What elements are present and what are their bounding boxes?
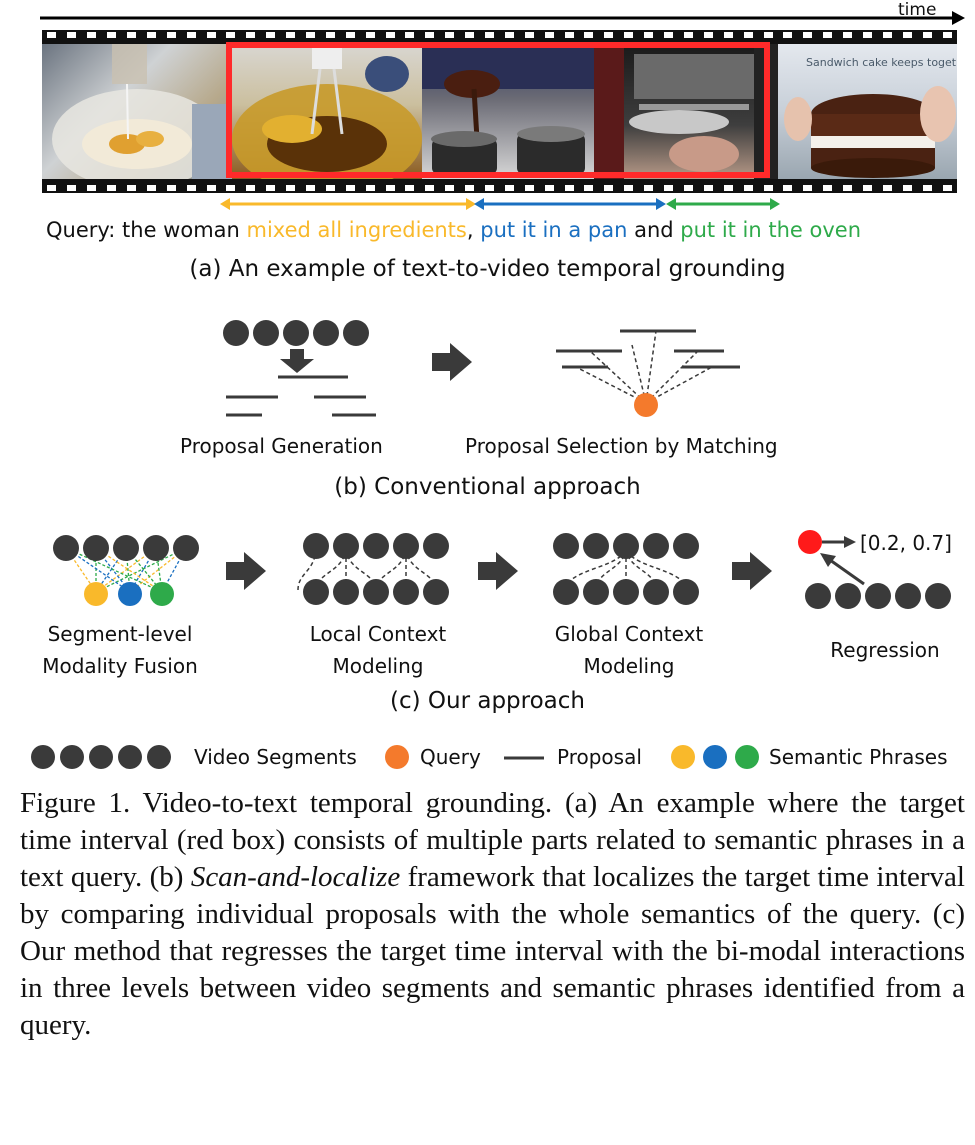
right-arrow-icon — [432, 343, 472, 381]
stage3-top-segments — [553, 533, 699, 559]
legend-segments-icon — [31, 745, 171, 769]
phrase-arrow-green — [666, 198, 780, 210]
label-regression: Regression — [830, 638, 940, 662]
phrase-arrow-yellow — [220, 198, 476, 210]
stage1-segments — [53, 535, 199, 561]
sprocket-row-bottom — [42, 183, 957, 193]
regression-dot — [798, 530, 822, 554]
label-proposal-selection: Proposal Selection by Matching — [465, 434, 778, 458]
frame-overlay-text: Sandwich cake keeps together — [806, 56, 957, 69]
label-stage-3-line2: Modeling — [583, 654, 675, 678]
our-approach-diagram — [53, 530, 951, 609]
stage2-top-segments — [303, 533, 449, 559]
query-sentence: Query: the woman mixed all ingredients, … — [46, 218, 861, 242]
legend-query-icon — [385, 745, 409, 769]
query-dot — [634, 393, 658, 417]
legend-proposal-icon — [504, 756, 544, 760]
regression-up-arrow — [820, 553, 865, 586]
label-stage-1-line2: Modality Fusion — [42, 654, 198, 678]
phrase-2: put it in a pan — [480, 218, 628, 242]
legend: Video Segments Query Proposal Semantic P… — [28, 740, 973, 774]
phrase-1: mixed all ingredients — [246, 218, 467, 242]
phrase-dot-blue — [118, 582, 142, 606]
target-interval-red-box — [226, 42, 770, 178]
frame-3-image — [422, 44, 594, 174]
frame-4-image — [594, 44, 778, 179]
label-stage-1-line1: Segment-level — [47, 622, 193, 646]
legend-video-segments: Video Segments — [194, 745, 357, 769]
caption-c: (c) Our approach — [390, 688, 585, 714]
caption-b: (b) Conventional approach — [334, 474, 641, 500]
regression-output-arrow — [822, 536, 856, 548]
phrase-arrow-blue — [474, 198, 666, 210]
legend-query: Query — [420, 745, 481, 769]
label-stage-3-line1: Global Context — [554, 622, 704, 646]
down-arrow-icon — [280, 349, 314, 373]
figure-caption: Figure 1. Video-to-text temporal groundi… — [20, 785, 965, 1044]
time-arrow — [40, 11, 965, 25]
query-sep-1: , — [466, 218, 481, 242]
regression-output: [0.2, 0.7] — [860, 531, 952, 555]
frame-5-image: Sandwich cake keeps together — [784, 56, 957, 178]
arrow-icon-3 — [732, 552, 772, 590]
phrase-dot-green — [150, 582, 174, 606]
figure-label: Figure 1. — [20, 787, 131, 819]
video-frame-5: Sandwich cake keeps together — [778, 44, 957, 179]
legend-semantic-phrases: Semantic Phrases — [769, 745, 948, 769]
conventional-diagram — [223, 320, 740, 417]
legend-proposal: Proposal — [557, 745, 642, 769]
proposals-right — [556, 329, 740, 369]
label-stage-2-line2: Modeling — [332, 654, 424, 678]
frame-1-image — [52, 44, 232, 179]
label-stage-1: Segment-level Modality Fusion — [25, 618, 215, 682]
video-frame-4 — [594, 44, 778, 179]
segments-row-b — [223, 320, 369, 346]
caption-a: (a) An example of text-to-video temporal… — [189, 256, 786, 282]
query-prefix: Query: the woman — [46, 218, 247, 242]
phrase-3: put it in the oven — [680, 218, 862, 242]
video-frame-2 — [232, 44, 422, 179]
label-stage-2: Local Context Modeling — [283, 618, 473, 682]
label-proposal-generation: Proposal Generation — [180, 434, 383, 458]
figure-caption-intro: Video-to-text temporal grounding. (a) An… — [20, 787, 965, 893]
stage3-bottom-segments — [553, 579, 699, 605]
figure-caption-rest: framework that localizes the target time… — [20, 861, 965, 1041]
stage4-segments — [805, 583, 951, 609]
label-stage-3: Global Context Modeling — [534, 618, 724, 682]
stage2-bottom-segments — [303, 579, 449, 605]
arrow-icon-1 — [226, 552, 266, 590]
legend-phrases-icon — [671, 745, 759, 769]
label-stage-2-line1: Local Context — [309, 622, 447, 646]
time-label: time — [898, 0, 937, 20]
phrase-span-arrows — [220, 198, 780, 210]
query-sep-2: and — [627, 218, 681, 242]
phrase-dot-yellow — [84, 582, 108, 606]
proposals-left — [226, 375, 376, 417]
arrow-icon-2 — [478, 552, 518, 590]
sprocket-row-top — [42, 30, 957, 40]
figure-caption-italic: Scan-and-localize — [190, 861, 401, 893]
video-filmstrip: Sandwich cake keeps together — [42, 30, 957, 193]
video-frame-3 — [422, 44, 594, 179]
video-frame-1 — [42, 44, 232, 179]
frame-2-image — [232, 44, 422, 179]
